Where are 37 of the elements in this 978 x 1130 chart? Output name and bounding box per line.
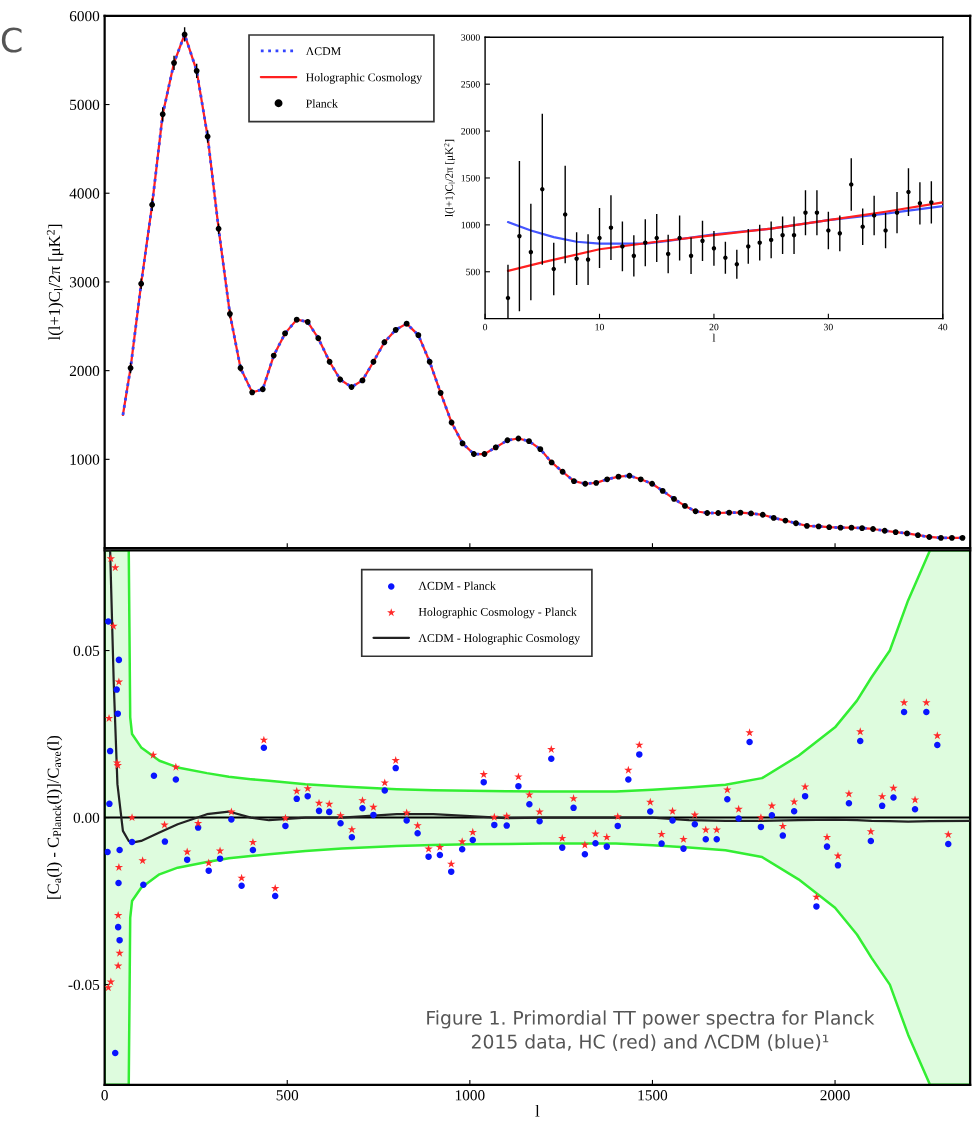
y-tick-label: 500 xyxy=(466,268,480,276)
y-axis-title: [C$_{a}$(l) - C$_{Planck}$(l)]/C$_{ave}$(l) xyxy=(47,735,63,899)
y-tick-label: -0.05 xyxy=(68,979,100,991)
x-tick-label: 40 xyxy=(938,323,948,331)
x-tick-label: 500 xyxy=(276,1090,299,1101)
y-tick-label: 5000 xyxy=(70,99,100,110)
x-tick-label: 2000 xyxy=(820,1090,850,1101)
x-tick-label: 10 xyxy=(595,323,604,331)
x-tick-label: 1500 xyxy=(638,1090,668,1101)
x-axis-title: l xyxy=(712,333,716,342)
x-axis-title: l xyxy=(535,1104,540,1117)
legend-label: Holographic Cosmology xyxy=(306,73,423,84)
y-tick-label: 6000 xyxy=(69,10,100,22)
x-tick-label: 0 xyxy=(483,323,488,331)
annotation: Figure 1. Primordial TT power spectra for Planck 2015 data, HC (red) and ΛCDM (blue)¹ xyxy=(427,1010,875,1051)
y-tick-label: 0.00 xyxy=(73,812,100,824)
y-tick-label: 2000 xyxy=(461,127,480,135)
y-tick-label: 0.05 xyxy=(73,645,100,657)
y-tick-label: 2000 xyxy=(69,365,100,377)
y-tick-label: 3000 xyxy=(69,277,100,288)
legend-label: ΛCDM - Holographic Cosmology xyxy=(418,633,581,645)
legend-label: Holographic Cosmology - Planck xyxy=(418,607,577,619)
y-tick-label: 3000 xyxy=(461,34,480,41)
text: C xyxy=(1,27,22,53)
legend-label: ΛCDM xyxy=(305,47,341,56)
x-tick-label: 20 xyxy=(709,323,719,331)
y-axis-title: l(l+1)C$_{l}$/2π [μK$^{2}$] xyxy=(444,139,456,217)
y-tick-label: 4000 xyxy=(69,188,100,199)
y-tick-label: 2500 xyxy=(461,81,480,88)
legend-label: ΛCDM - Planck xyxy=(418,581,496,590)
x-tick-label: 0 xyxy=(101,1090,108,1101)
y-axis-title: l(l+1)C$_{l}$/2π [μK$^{2}$] xyxy=(46,224,64,341)
x-tick-label: 30 xyxy=(823,323,833,331)
y-tick-label: 1500 xyxy=(461,174,480,182)
legend-label: Planck xyxy=(306,99,338,108)
y-tick-label: 1000 xyxy=(70,454,100,465)
y-tick-label: 1000 xyxy=(461,221,480,229)
